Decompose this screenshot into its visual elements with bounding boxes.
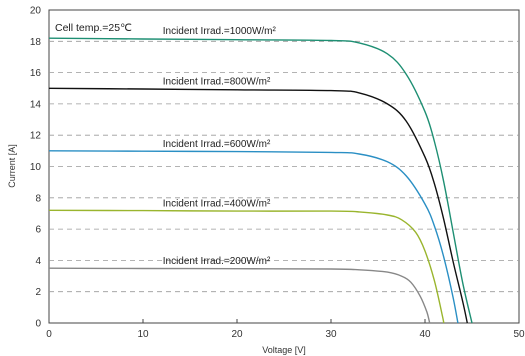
series-line-2	[48, 150, 459, 324]
y-tick-label: 20	[30, 6, 42, 17]
y-tick-label: 18	[30, 37, 42, 48]
y-tick-label: 8	[35, 193, 41, 204]
x-tick-label: 50	[513, 329, 525, 340]
x-tick-label: 30	[325, 329, 337, 340]
y-tick-label: 0	[35, 319, 41, 330]
grid-lines	[49, 40, 519, 293]
series-lines	[48, 37, 473, 324]
series-line-1	[48, 87, 468, 324]
series-line-0	[48, 37, 473, 324]
x-axis-ticks: 0 10 20 30 40 50	[46, 319, 525, 340]
series-labels: Incident Irrad.=1000W/m² Incident Irrad.=…	[163, 26, 277, 267]
x-tick-label: 40	[419, 329, 431, 340]
series-line-4	[48, 267, 431, 324]
y-tick-label: 4	[35, 256, 41, 267]
series-label-3: Incident Irrad.=400W/m²	[163, 198, 271, 209]
series-label-4: Incident Irrad.=200W/m²	[163, 256, 271, 267]
y-tick-label: 2	[35, 287, 41, 298]
cell-temp-annotation: Cell temp.=25℃	[55, 22, 132, 34]
x-tick-label: 10	[137, 329, 149, 340]
y-tick-label: 16	[30, 68, 42, 79]
y-tick-label: 6	[35, 225, 41, 236]
series-line-3	[48, 209, 445, 324]
y-axis-label: Current [A]	[7, 144, 17, 188]
x-axis-label: Voltage [V]	[262, 345, 306, 355]
y-axis-ticks: 0 2 4 6 8 10 12 14 16 18 20	[30, 6, 42, 330]
x-tick-label: 20	[231, 329, 243, 340]
series-label-2: Incident Irrad.=600W/m²	[163, 139, 271, 150]
y-tick-label: 14	[30, 99, 42, 110]
series-label-0: Incident Irrad.=1000W/m²	[163, 26, 277, 37]
y-tick-label: 12	[30, 131, 42, 142]
series-label-1: Incident Irrad.=800W/m²	[163, 76, 271, 87]
x-tick-label: 0	[46, 329, 52, 340]
y-tick-label: 10	[30, 162, 42, 173]
